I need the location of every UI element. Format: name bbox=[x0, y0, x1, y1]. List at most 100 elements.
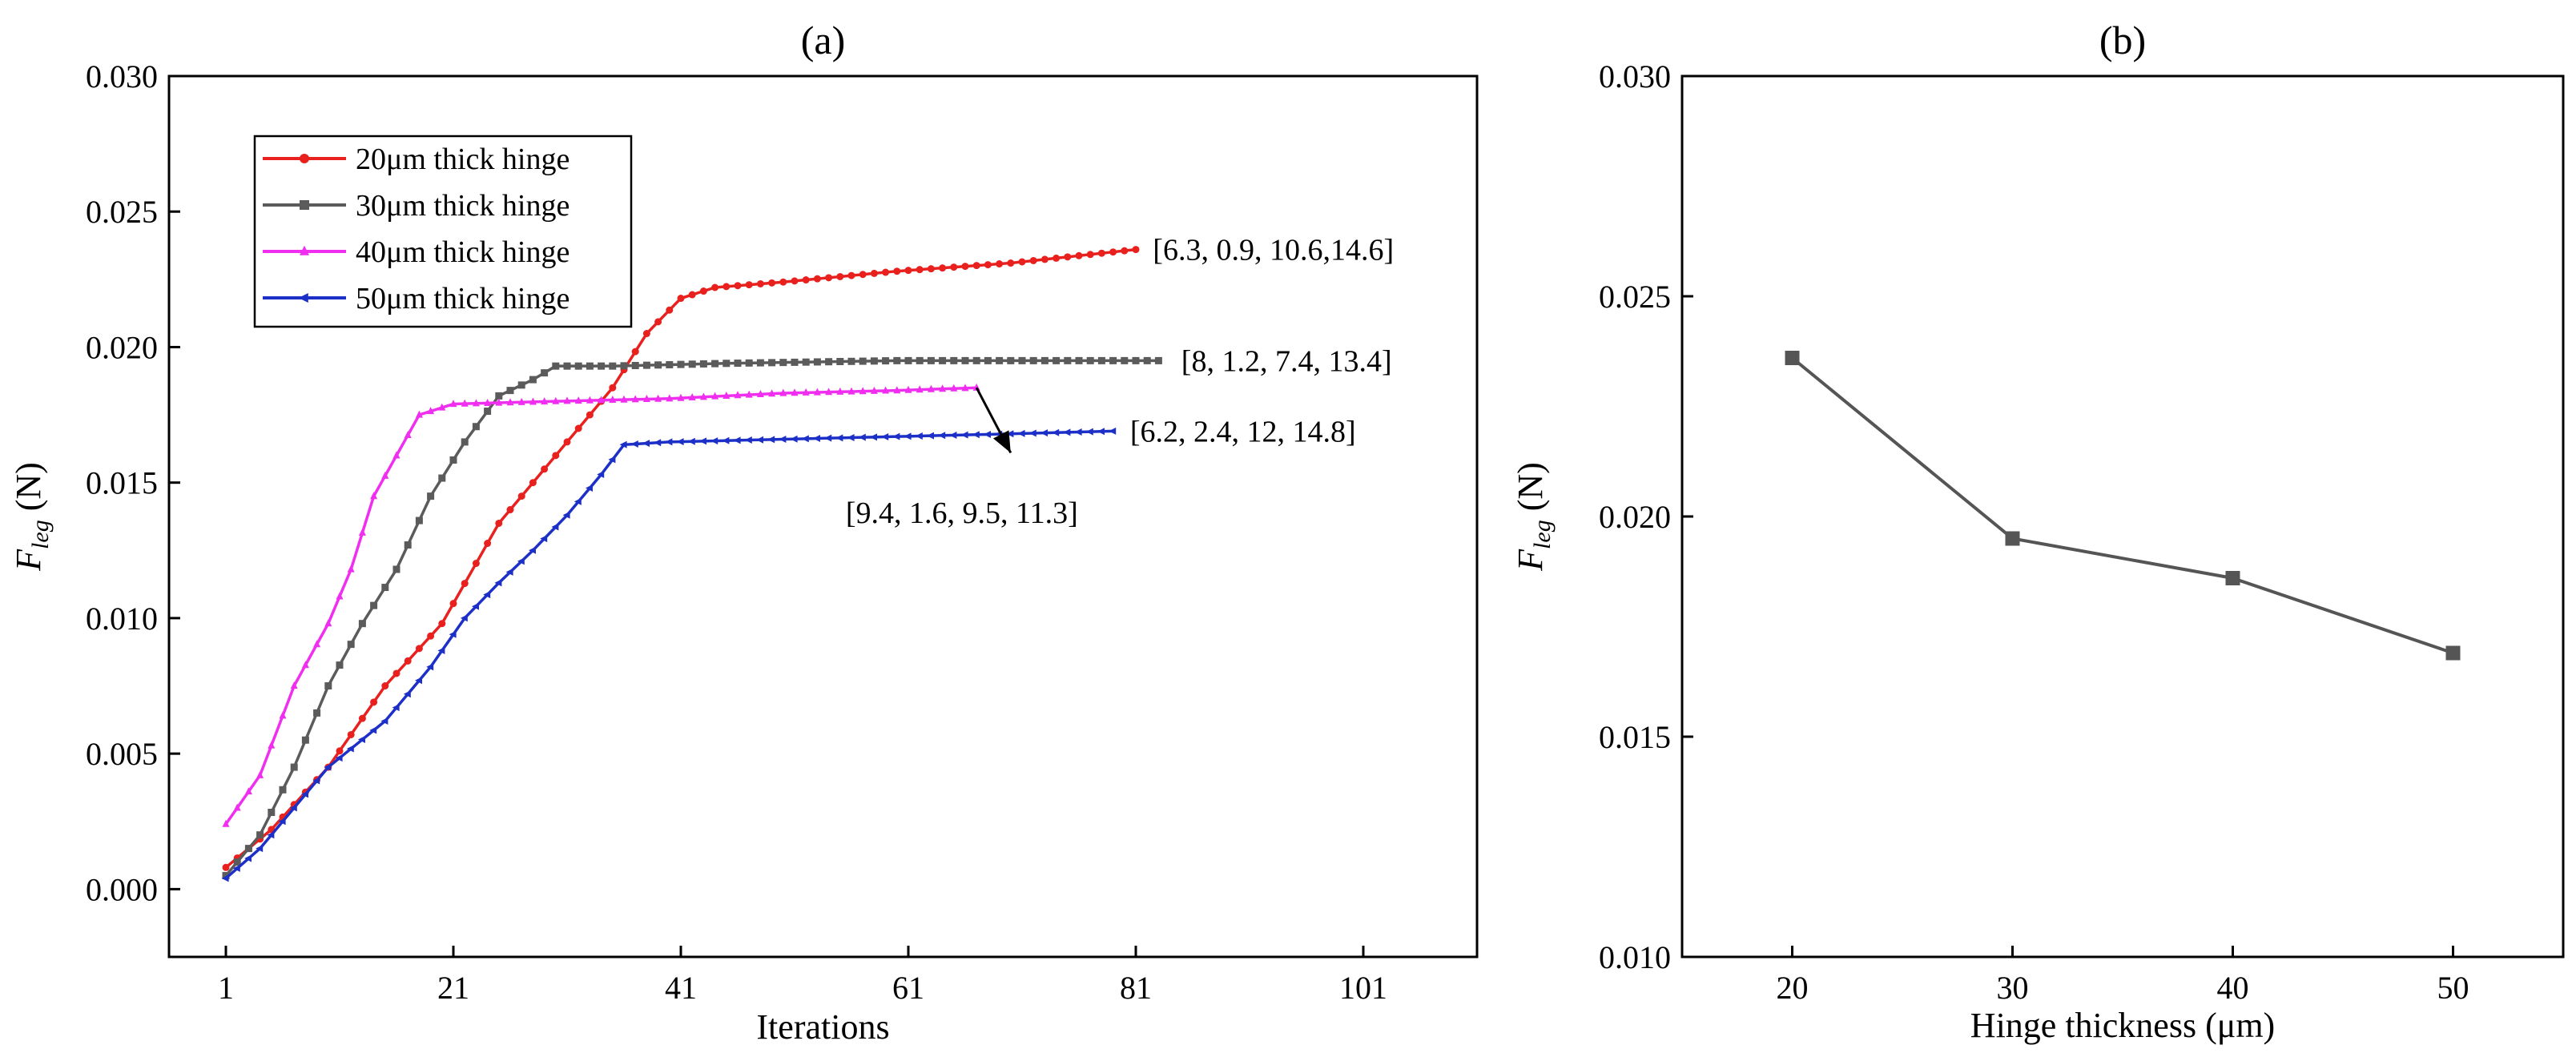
data-point bbox=[858, 433, 866, 441]
data-point bbox=[438, 403, 446, 411]
data-point bbox=[541, 369, 549, 377]
data-point bbox=[1075, 356, 1083, 364]
legend-swatch-marker bbox=[298, 293, 308, 303]
data-point bbox=[836, 272, 844, 280]
data-point bbox=[665, 438, 673, 446]
data-point bbox=[984, 430, 991, 438]
data-point bbox=[267, 831, 275, 839]
data-point bbox=[666, 394, 674, 402]
data-point bbox=[392, 565, 400, 573]
data-point bbox=[256, 770, 264, 778]
legend-item: 50μm thick hinge bbox=[263, 282, 570, 315]
data-point bbox=[882, 386, 890, 394]
legend-item: 20μm thick hinge bbox=[263, 143, 570, 176]
x-axis-label: Hinge thickness (μm) bbox=[1970, 1006, 2275, 1045]
x-tick-label: 21 bbox=[437, 970, 469, 1006]
data-point bbox=[574, 396, 582, 404]
series-line bbox=[1791, 356, 2454, 655]
data-point bbox=[347, 730, 355, 738]
data-point bbox=[598, 362, 606, 370]
data-point bbox=[279, 711, 287, 719]
data-point bbox=[802, 388, 810, 396]
data-point bbox=[813, 358, 821, 366]
data-point bbox=[529, 376, 537, 384]
data-point bbox=[313, 709, 321, 717]
y-tick-label: 0.000 bbox=[86, 871, 158, 907]
data-point bbox=[1063, 428, 1071, 436]
data-point bbox=[882, 268, 890, 276]
data-point bbox=[1064, 253, 1072, 261]
data-point bbox=[244, 787, 252, 795]
y-tick-label: 0.030 bbox=[86, 58, 158, 94]
data-point bbox=[586, 362, 594, 370]
data-point bbox=[996, 260, 1004, 268]
data-point bbox=[779, 359, 787, 367]
x-tick-label: 81 bbox=[1120, 970, 1152, 1006]
data-point bbox=[642, 361, 650, 369]
data-point bbox=[472, 602, 479, 610]
data-point bbox=[722, 360, 731, 368]
data-point bbox=[461, 580, 469, 588]
data-point bbox=[654, 361, 662, 369]
legend-swatch-marker bbox=[300, 200, 309, 210]
y-tick-label: 0.025 bbox=[1599, 279, 1671, 315]
data-point bbox=[552, 396, 560, 404]
data-point bbox=[950, 263, 958, 271]
data-point bbox=[449, 456, 457, 464]
data-point bbox=[449, 400, 457, 408]
data-point bbox=[756, 389, 764, 397]
data-point bbox=[1018, 258, 1026, 266]
data-point bbox=[381, 682, 389, 690]
data-point bbox=[563, 438, 571, 446]
data-point bbox=[756, 359, 764, 367]
data-point bbox=[369, 726, 377, 734]
data-point bbox=[222, 863, 230, 871]
data-point bbox=[677, 295, 685, 303]
data-point bbox=[1785, 351, 1800, 365]
data-point bbox=[290, 681, 298, 689]
data-point bbox=[268, 741, 276, 749]
legend-box bbox=[253, 135, 633, 328]
data-point bbox=[472, 423, 480, 431]
data-point bbox=[881, 432, 889, 440]
data-point bbox=[813, 435, 820, 443]
data-point bbox=[392, 704, 400, 712]
data-point bbox=[312, 777, 320, 785]
data-point bbox=[699, 437, 706, 445]
data-point bbox=[427, 407, 435, 415]
y-tick-label: 0.005 bbox=[86, 736, 158, 772]
data-point bbox=[687, 437, 695, 445]
data-point bbox=[619, 440, 627, 448]
data-point bbox=[301, 790, 308, 798]
data-point bbox=[722, 391, 731, 399]
data-point bbox=[654, 318, 662, 326]
data-point bbox=[996, 356, 1004, 364]
data-point bbox=[813, 275, 821, 283]
data-point bbox=[541, 465, 549, 473]
data-point bbox=[495, 398, 503, 406]
data-point bbox=[960, 431, 968, 439]
panel-title: (b) bbox=[2099, 18, 2146, 62]
legend-label: 20μm thick hinge bbox=[356, 143, 570, 176]
data-point bbox=[358, 714, 366, 722]
data-point bbox=[404, 541, 412, 549]
data-point bbox=[904, 356, 912, 364]
legend-label: 50μm thick hinge bbox=[356, 282, 570, 315]
series-4 bbox=[221, 427, 1117, 882]
data-point bbox=[495, 519, 503, 527]
x-tick-label: 61 bbox=[892, 970, 924, 1006]
data-point bbox=[950, 384, 958, 392]
data-point bbox=[609, 362, 617, 370]
legend-swatch-marker bbox=[300, 154, 309, 163]
data-point bbox=[722, 436, 730, 444]
data-point bbox=[336, 661, 344, 669]
data-point bbox=[972, 431, 980, 439]
y-axis-label-main: F bbox=[1511, 549, 1550, 572]
plot-frame bbox=[1680, 74, 2565, 959]
data-point bbox=[586, 411, 594, 419]
panel-a-chart: 1 21 41 61 81 101 0.000 0.005 0.010 0.015 0.020 0.0… bbox=[9, 18, 1479, 1047]
data-point bbox=[882, 357, 890, 365]
data-point bbox=[336, 592, 344, 600]
data-point bbox=[1029, 356, 1037, 364]
